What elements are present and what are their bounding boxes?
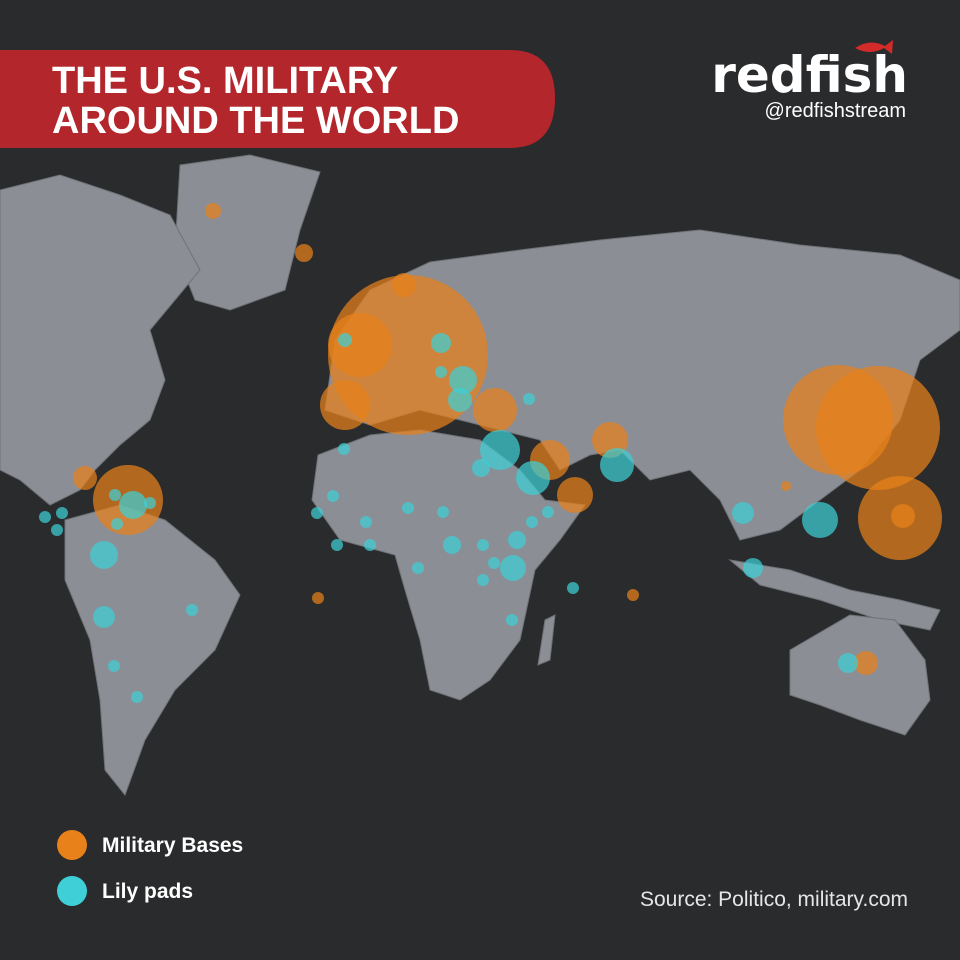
lily-pad bbox=[51, 524, 63, 536]
military-base bbox=[392, 273, 416, 297]
africa bbox=[311, 429, 586, 701]
legend-swatch bbox=[57, 830, 87, 860]
military-base bbox=[320, 380, 370, 430]
lily-pad bbox=[838, 653, 858, 673]
land bbox=[0, 154, 960, 797]
title-banner bbox=[0, 50, 555, 148]
lily-pad bbox=[331, 539, 343, 551]
south-america bbox=[64, 504, 241, 797]
lily-pad bbox=[523, 393, 535, 405]
lily-pad bbox=[477, 574, 489, 586]
lily-pad bbox=[111, 518, 123, 530]
australia bbox=[789, 614, 931, 736]
lily-pad bbox=[802, 502, 838, 538]
lily-pad bbox=[448, 388, 472, 412]
lily-pad bbox=[338, 443, 350, 455]
bubbles bbox=[39, 203, 942, 703]
lily-pad bbox=[56, 507, 68, 519]
lily-pad bbox=[477, 539, 489, 551]
military-base bbox=[295, 244, 313, 262]
lily-pad bbox=[402, 502, 414, 514]
lily-pad bbox=[119, 491, 147, 519]
lily-pad bbox=[431, 333, 451, 353]
lily-pad bbox=[364, 539, 376, 551]
lily-pad bbox=[327, 490, 339, 502]
lily-pad bbox=[90, 541, 118, 569]
lily-pad bbox=[743, 558, 763, 578]
lily-pad bbox=[600, 448, 634, 482]
lily-pad bbox=[311, 507, 323, 519]
lily-pad bbox=[526, 516, 538, 528]
lily-pad bbox=[39, 511, 51, 523]
lily-pad bbox=[186, 604, 198, 616]
military-base bbox=[312, 592, 324, 604]
madagascar bbox=[537, 614, 556, 666]
title-line: THE U.S. MILITARY bbox=[52, 60, 398, 102]
legend-label: Military Bases bbox=[102, 834, 243, 857]
lily-pad bbox=[506, 614, 518, 626]
source: Source: Politico, military.com bbox=[640, 888, 908, 911]
lily-pad bbox=[412, 562, 424, 574]
lily-pad bbox=[108, 660, 120, 672]
indonesia bbox=[728, 559, 941, 631]
handle: @redfishstream bbox=[765, 100, 906, 122]
lily-pad bbox=[542, 506, 554, 518]
lily-pad bbox=[449, 366, 477, 394]
military-base bbox=[473, 388, 517, 432]
lily-pad bbox=[472, 459, 490, 477]
military-base bbox=[205, 203, 221, 219]
lily-pad bbox=[516, 461, 550, 495]
lily-pad bbox=[480, 430, 520, 470]
military-base bbox=[854, 651, 878, 675]
north-america bbox=[0, 174, 201, 506]
military-base bbox=[328, 313, 392, 377]
lily-pad bbox=[360, 516, 372, 528]
military-base bbox=[891, 504, 915, 528]
lily-pad bbox=[508, 531, 526, 549]
lily-pad bbox=[144, 497, 156, 509]
lily-pad bbox=[443, 536, 461, 554]
military-base bbox=[557, 477, 593, 513]
legend-swatch bbox=[57, 876, 87, 906]
lily-pad bbox=[500, 555, 526, 581]
lily-pad bbox=[338, 333, 352, 347]
lily-pad bbox=[567, 582, 579, 594]
lily-pad bbox=[131, 691, 143, 703]
military-base bbox=[73, 466, 97, 490]
lily-pad bbox=[488, 557, 500, 569]
military-base bbox=[781, 481, 791, 491]
lily-pad bbox=[109, 489, 121, 501]
lily-pad bbox=[435, 366, 447, 378]
military-base bbox=[627, 589, 639, 601]
lily-pad bbox=[437, 506, 449, 518]
lily-pad bbox=[93, 606, 115, 628]
military-base bbox=[816, 366, 940, 490]
title-line: AROUND THE WORLD bbox=[52, 100, 459, 142]
brand: redfish bbox=[711, 46, 908, 104]
eurasia bbox=[324, 229, 960, 541]
lily-pad bbox=[732, 502, 754, 524]
logo-fish bbox=[855, 40, 893, 54]
legend-label: Lily pads bbox=[102, 880, 193, 903]
